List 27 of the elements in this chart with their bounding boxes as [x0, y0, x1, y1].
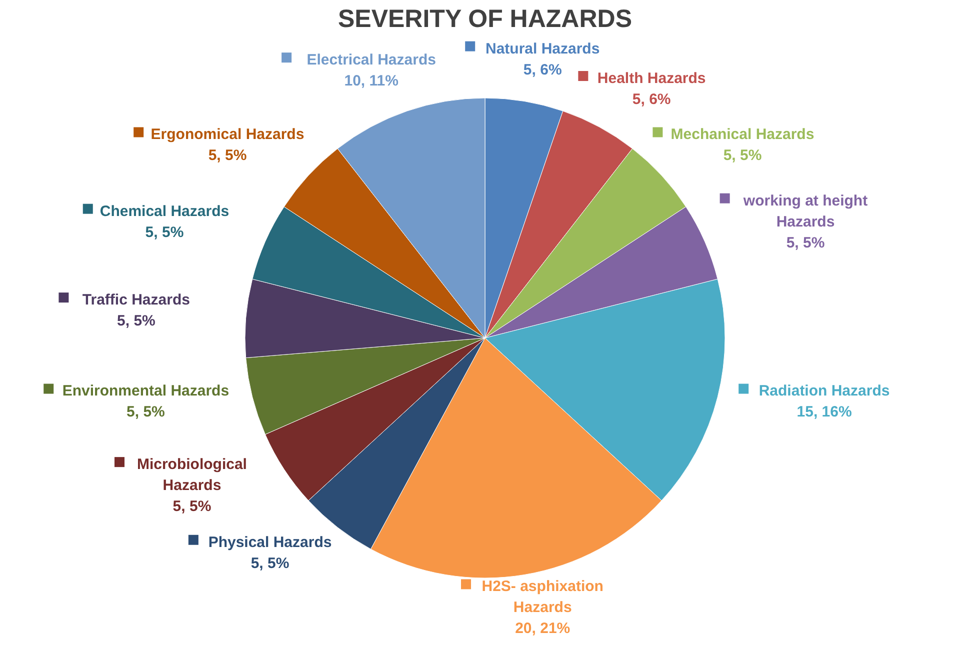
chart-title: SEVERITY OF HAZARDS — [338, 5, 632, 33]
data-label: 5, 5% — [126, 404, 165, 421]
legend-label: Natural Hazards — [486, 40, 600, 58]
legend-label: Electrical Hazards — [306, 52, 436, 69]
legend-label: H2S- asphixation Hazards — [482, 578, 604, 616]
legend-label: Physical Hazards — [208, 534, 332, 551]
legend-label: Microbiological Hazards — [136, 456, 247, 494]
legend-label: Chemical Hazards — [100, 202, 230, 220]
legend-label: Radiation Hazards — [758, 382, 890, 400]
legend-label: working at height Hazards — [742, 192, 868, 230]
legend-label: Environmental Hazards — [62, 382, 230, 400]
data-label: 5, 5% — [208, 147, 247, 164]
legend-label: Ergonomical Hazards — [150, 126, 304, 144]
data-label: 5, 5% — [250, 554, 290, 572]
data-label: 5, 5% — [723, 147, 762, 164]
data-label: 15, 16% — [796, 404, 852, 421]
legend-label: Mechanical Hazards — [670, 126, 814, 144]
legend-label: Traffic Hazards — [82, 292, 190, 309]
data-label: 10, 11% — [344, 72, 398, 90]
data-label: 20, 21% — [515, 620, 570, 638]
data-label: 5, 5% — [117, 312, 156, 330]
data-label: 5, 5% — [786, 234, 825, 252]
data-label: 5, 5% — [145, 224, 184, 241]
data-label: 5, 5% — [172, 498, 212, 516]
data-label: 5, 6% — [632, 91, 671, 108]
legend-label: Health Hazards — [597, 70, 706, 88]
data-label: 5, 6% — [523, 61, 562, 78]
